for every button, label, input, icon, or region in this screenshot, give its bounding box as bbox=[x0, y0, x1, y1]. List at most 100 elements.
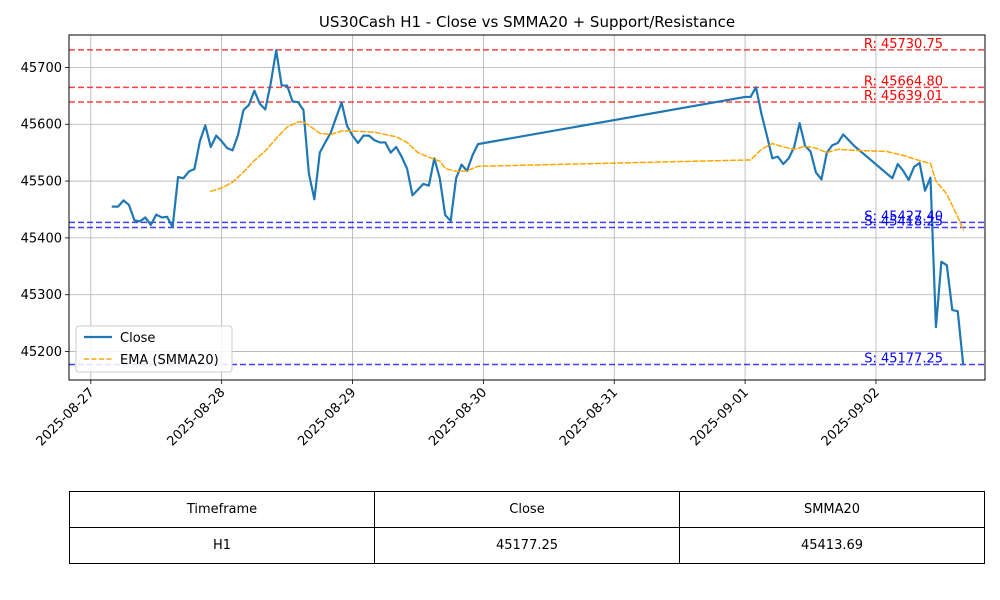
ema-data-point bbox=[837, 148, 839, 150]
close-data-point bbox=[831, 144, 833, 146]
table-cell-close: 45177.25 bbox=[374, 527, 680, 564]
close-data-point bbox=[150, 224, 152, 226]
x-tick-label: 2025-09-01 bbox=[688, 385, 752, 449]
close-data-point bbox=[171, 226, 173, 228]
close-data-point bbox=[226, 147, 228, 149]
table-header-row: Timeframe Close SMMA20 bbox=[69, 491, 985, 528]
ema-data-point bbox=[319, 132, 321, 134]
close-series-line bbox=[111, 49, 965, 366]
close-data-point bbox=[946, 264, 948, 266]
close-data-point bbox=[253, 90, 255, 92]
ema-data-point bbox=[308, 124, 310, 126]
support-label: S: 45177.25 bbox=[864, 352, 943, 367]
table-header-timeframe: Timeframe bbox=[69, 491, 375, 528]
ema-data-point bbox=[815, 147, 817, 149]
ema-data-point bbox=[771, 142, 773, 144]
close-data-point bbox=[798, 122, 800, 124]
ema-data-point bbox=[793, 148, 795, 150]
close-data-point bbox=[962, 363, 964, 365]
close-data-point bbox=[275, 49, 277, 51]
close-data-point bbox=[902, 170, 904, 172]
ema-data-point bbox=[918, 159, 920, 161]
support-label: S: 45427.40 bbox=[864, 209, 943, 224]
x-tick-label: 2025-08-29 bbox=[295, 385, 359, 449]
close-data-point bbox=[400, 155, 402, 157]
close-data-point bbox=[820, 178, 822, 180]
ema-series-line bbox=[210, 121, 964, 231]
close-data-point bbox=[837, 142, 839, 144]
close-data-point bbox=[853, 145, 855, 147]
y-tick-label: 45500 bbox=[21, 175, 62, 190]
level-labels-layer: R: 45730.75 R: 45664.80R: 45639.01 S: 4542… bbox=[864, 37, 943, 367]
close-data-point bbox=[259, 103, 261, 105]
x-tick-label: 2025-08-31 bbox=[557, 385, 621, 449]
close-data-point bbox=[362, 134, 364, 136]
table-header-close: Close bbox=[374, 491, 680, 528]
close-data-point bbox=[477, 143, 479, 145]
ema-data-point bbox=[340, 130, 342, 132]
ema-data-point bbox=[455, 170, 457, 172]
legend-ema-label: EMA (SMMA20) bbox=[120, 353, 219, 368]
chart-title: US30Cash H1 - Close vs SMMA20 + Support/… bbox=[319, 13, 735, 31]
ema-data-point bbox=[286, 126, 288, 128]
close-data-point bbox=[951, 309, 953, 311]
close-data-point bbox=[128, 204, 130, 206]
legend-close-label: Close bbox=[120, 331, 155, 346]
close-data-point bbox=[111, 205, 113, 207]
close-data-point bbox=[379, 141, 381, 143]
ema-data-point bbox=[946, 193, 948, 195]
close-data-point bbox=[935, 326, 937, 328]
resistance-label: R: 45664.80 bbox=[864, 74, 943, 89]
x-tick-label: 2025-09-02 bbox=[819, 385, 883, 449]
x-tick-label: 2025-08-30 bbox=[426, 385, 490, 449]
y-tick-label: 45200 bbox=[21, 345, 62, 360]
ema-data-point bbox=[395, 136, 397, 138]
ema-data-point bbox=[444, 167, 446, 169]
legend: Close EMA (SMMA20) bbox=[75, 325, 233, 373]
table-row: H1 45177.25 45413.69 bbox=[69, 527, 985, 564]
ema-data-point bbox=[886, 150, 888, 152]
close-data-point bbox=[264, 108, 266, 110]
x-tick-label: 2025-08-28 bbox=[164, 385, 228, 449]
close-data-point bbox=[449, 220, 451, 222]
close-data-point bbox=[117, 205, 119, 207]
close-data-point bbox=[160, 216, 162, 218]
close-data-point bbox=[422, 183, 424, 185]
x-tick-label: 2025-08-27 bbox=[34, 385, 98, 449]
ema-data-point bbox=[935, 180, 937, 182]
close-data-point bbox=[199, 140, 201, 142]
close-data-point bbox=[237, 134, 239, 136]
close-data-point bbox=[771, 157, 773, 159]
table-header-smma20: SMMA20 bbox=[679, 491, 985, 528]
close-data-point bbox=[455, 177, 457, 179]
ema-data-point bbox=[210, 190, 212, 192]
close-data-point bbox=[286, 84, 288, 86]
y-tick-label: 45600 bbox=[21, 118, 62, 133]
ema-data-point bbox=[749, 159, 751, 161]
grid-layer bbox=[69, 35, 985, 380]
table-cell-smma20: 45413.69 bbox=[679, 527, 985, 564]
ema-data-point bbox=[351, 130, 353, 132]
close-data-point bbox=[411, 194, 413, 196]
close-data-point bbox=[182, 177, 184, 179]
close-data-point bbox=[177, 176, 179, 178]
close-data-point bbox=[471, 154, 473, 156]
close-data-point bbox=[929, 176, 931, 178]
ema-data-point bbox=[853, 149, 855, 151]
close-data-point bbox=[755, 86, 757, 88]
ema-data-point bbox=[804, 145, 806, 147]
close-data-point bbox=[220, 140, 222, 142]
close-data-point bbox=[193, 168, 195, 170]
close-data-point bbox=[231, 149, 233, 151]
y-tick-label: 45300 bbox=[21, 288, 62, 303]
ema-data-point bbox=[406, 141, 408, 143]
close-data-point bbox=[913, 166, 915, 168]
close-data-point bbox=[242, 109, 244, 111]
ema-data-point bbox=[962, 229, 964, 231]
close-data-point bbox=[188, 170, 190, 172]
ema-data-point bbox=[253, 159, 255, 161]
close-data-point bbox=[897, 163, 899, 165]
close-data-point bbox=[924, 190, 926, 192]
close-data-point bbox=[122, 199, 124, 201]
